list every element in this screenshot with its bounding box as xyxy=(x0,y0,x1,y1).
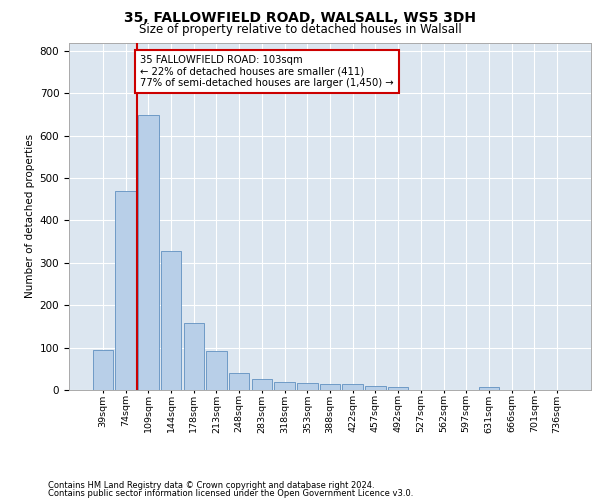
Bar xyxy=(184,323,204,390)
Text: 35, FALLOWFIELD ROAD, WALSALL, WS5 3DH: 35, FALLOWFIELD ROAD, WALSALL, WS5 3DH xyxy=(124,11,476,25)
Bar xyxy=(297,383,317,390)
Bar xyxy=(274,382,295,390)
Bar xyxy=(343,384,363,390)
Bar xyxy=(479,386,499,390)
Text: Contains HM Land Registry data © Crown copyright and database right 2024.: Contains HM Land Registry data © Crown c… xyxy=(48,481,374,490)
Bar xyxy=(229,373,250,390)
Bar xyxy=(320,384,340,390)
Bar xyxy=(138,116,158,390)
Text: Size of property relative to detached houses in Walsall: Size of property relative to detached ho… xyxy=(139,22,461,36)
Text: Contains public sector information licensed under the Open Government Licence v3: Contains public sector information licen… xyxy=(48,488,413,498)
Bar xyxy=(365,386,386,390)
Bar xyxy=(388,387,409,390)
Bar xyxy=(161,252,181,390)
Bar xyxy=(93,350,113,390)
Bar xyxy=(251,380,272,390)
Y-axis label: Number of detached properties: Number of detached properties xyxy=(25,134,35,298)
Bar xyxy=(115,191,136,390)
Text: 35 FALLOWFIELD ROAD: 103sqm
← 22% of detached houses are smaller (411)
77% of se: 35 FALLOWFIELD ROAD: 103sqm ← 22% of det… xyxy=(140,55,394,88)
Bar xyxy=(206,351,227,390)
